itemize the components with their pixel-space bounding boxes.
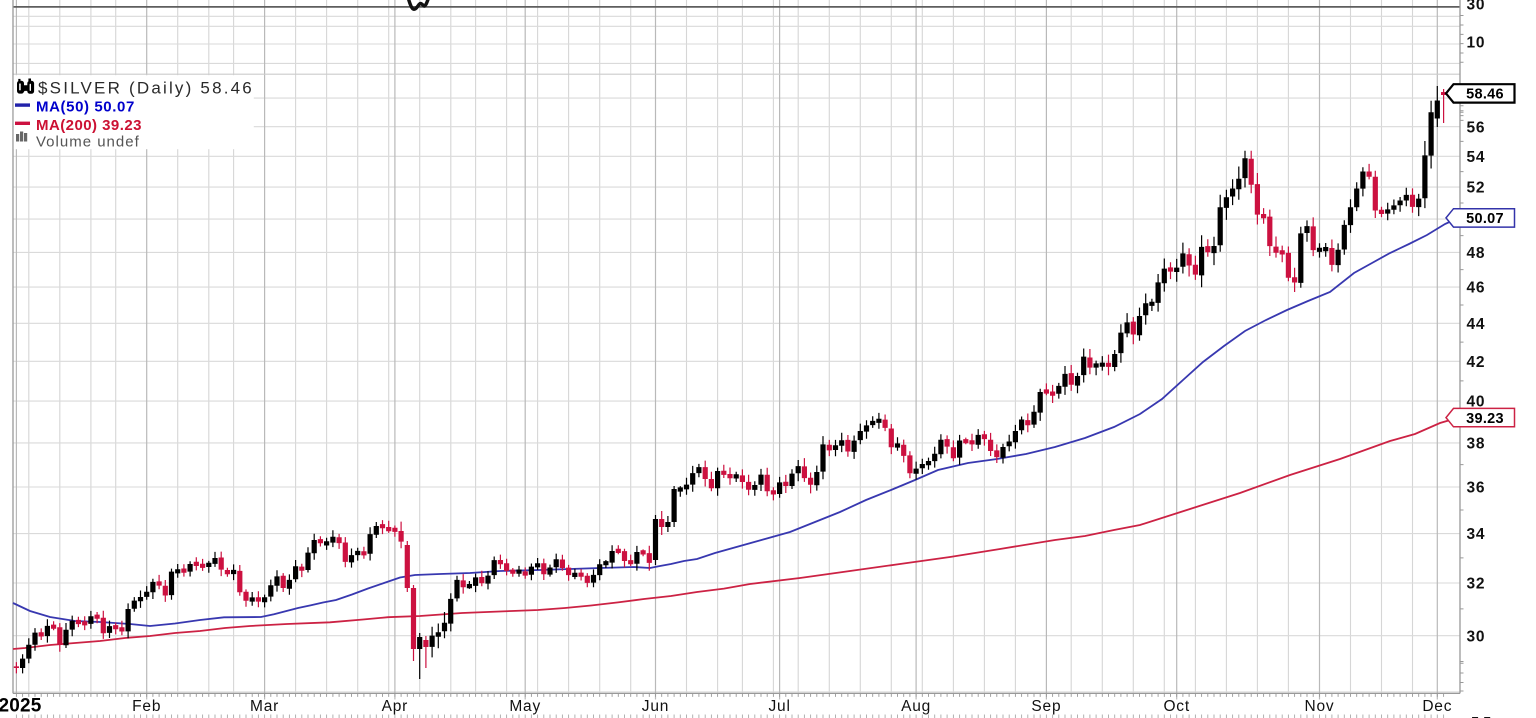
svg-text:Dec: Dec	[1422, 698, 1452, 715]
svg-text:32: 32	[1467, 576, 1486, 593]
svg-text:Jun: Jun	[642, 698, 669, 715]
svg-text:May: May	[509, 698, 541, 715]
svg-text:48: 48	[1467, 245, 1486, 262]
svg-text:Aug: Aug	[901, 698, 931, 715]
svg-text:54: 54	[1467, 149, 1486, 166]
svg-text:Sep: Sep	[1031, 698, 1061, 715]
svg-text:Mar: Mar	[250, 698, 279, 715]
svg-text:30: 30	[1467, 628, 1486, 645]
svg-text:40: 40	[1467, 394, 1486, 411]
svg-text:Jul: Jul	[768, 698, 790, 715]
svg-text:52: 52	[1467, 180, 1486, 197]
svg-text:Feb: Feb	[132, 698, 161, 715]
svg-text:42: 42	[1467, 354, 1486, 371]
svg-text:56: 56	[1467, 119, 1486, 136]
svg-text:38: 38	[1467, 436, 1486, 453]
svg-text:$SILVER (Daily) 58.46: $SILVER (Daily) 58.46	[38, 79, 254, 98]
svg-text:34: 34	[1467, 526, 1486, 543]
svg-text:30: 30	[1467, 0, 1486, 14]
svg-text:2025: 2025	[0, 696, 42, 717]
svg-text:5.5: 5.5	[1471, 715, 1491, 718]
svg-text:Oct: Oct	[1163, 698, 1190, 715]
svg-text:10: 10	[1467, 35, 1486, 52]
svg-text:44: 44	[1467, 316, 1486, 333]
svg-text:39.23: 39.23	[1466, 411, 1504, 427]
svg-text:50.07: 50.07	[1466, 211, 1504, 227]
svg-text:Volume undef: Volume undef	[36, 134, 140, 151]
svg-text:MA(200) 39.23: MA(200) 39.23	[36, 117, 142, 134]
svg-text:MA(50) 50.07: MA(50) 50.07	[36, 99, 135, 116]
svg-text:36: 36	[1467, 480, 1486, 497]
svg-text:Apr: Apr	[382, 698, 409, 715]
svg-text:58.46: 58.46	[1466, 87, 1504, 103]
svg-text:46: 46	[1467, 280, 1486, 297]
svg-text:Nov: Nov	[1305, 698, 1335, 715]
